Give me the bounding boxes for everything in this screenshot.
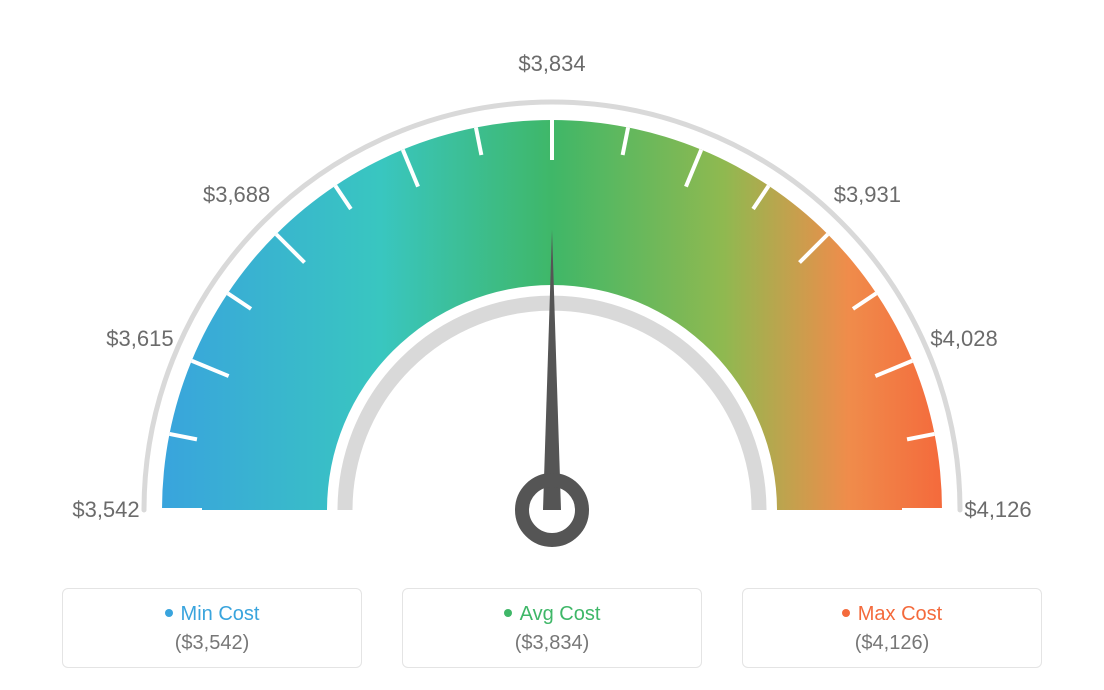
legend-value: ($3,834) [413, 632, 691, 655]
legend-dot-icon [504, 609, 512, 617]
gauge-tick-label: $4,126 [964, 497, 1031, 523]
legend-title: Avg Cost [413, 603, 691, 626]
legend-dot-icon [165, 609, 173, 617]
gauge-area: $3,542 $3,615 $3,688 $3,834 $3,931 $4,028 $4,1… [0, 0, 1104, 560]
legend-title: Max Cost [753, 603, 1031, 626]
legend-title-text: Min Cost [181, 603, 260, 625]
legend-title: Min Cost [73, 603, 351, 626]
legend-card: Max Cost ($4,126) [742, 588, 1042, 668]
gauge-tick-label: $4,028 [930, 326, 997, 352]
legend-dot-icon [842, 609, 850, 617]
gauge-svg [0, 40, 1104, 580]
gauge-tick-label: $3,834 [518, 51, 585, 77]
legend-value: ($4,126) [753, 632, 1031, 655]
legend-row: Min Cost ($3,542) Avg Cost ($3,834) Max Cost… [0, 588, 1104, 668]
legend-title-text: Avg Cost [520, 603, 601, 625]
gauge-tick-label: $3,931 [834, 182, 901, 208]
legend-card: Avg Cost ($3,834) [402, 588, 702, 668]
gauge-tick-label: $3,688 [203, 182, 270, 208]
legend-value: ($3,542) [73, 632, 351, 655]
legend-title-text: Max Cost [858, 603, 942, 625]
cost-gauge-widget: $3,542 $3,615 $3,688 $3,834 $3,931 $4,028 $4,1… [0, 0, 1104, 690]
gauge-tick-label: $3,542 [72, 497, 139, 523]
legend-card: Min Cost ($3,542) [62, 588, 362, 668]
gauge-tick-label: $3,615 [106, 326, 173, 352]
